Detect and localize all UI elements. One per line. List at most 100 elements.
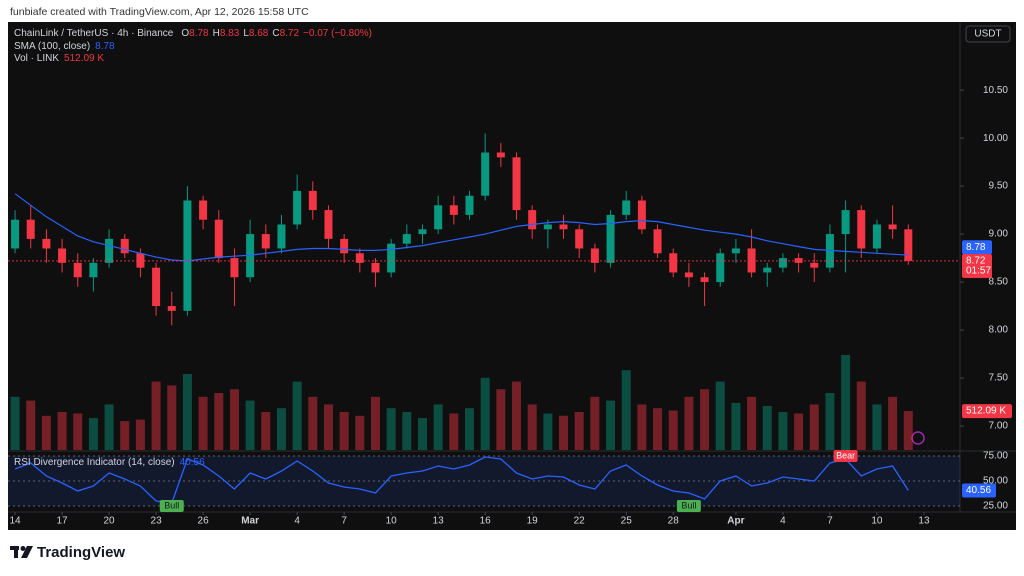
candle-body: [841, 210, 850, 235]
time-tick-label: 23: [151, 516, 163, 527]
volume-bar: [323, 404, 333, 450]
time-tick-label: 7: [341, 516, 347, 527]
volume-bar: [903, 411, 913, 450]
volume-bar: [856, 381, 866, 450]
volume-bar: [559, 415, 569, 450]
time-tick-label: 20: [104, 516, 116, 527]
volume-bar: [73, 413, 83, 450]
volume-bar: [543, 413, 553, 450]
volume-bar: [433, 404, 443, 450]
candle-body: [888, 224, 897, 230]
volume-bar: [292, 381, 302, 450]
volume-bar: [167, 385, 177, 450]
volume-bar: [198, 396, 208, 450]
volume-bar: [731, 402, 741, 450]
volume-bar: [370, 396, 380, 450]
last-price-tag: [962, 253, 992, 278]
sma-tag-label: 8.78: [966, 242, 986, 253]
candle-body: [731, 248, 740, 254]
candle-body: [637, 200, 646, 230]
price-tick-label: 8.50: [989, 277, 1009, 288]
volume-name: Vol · LINK: [14, 53, 59, 64]
candle-body: [308, 190, 317, 211]
volume-bar: [10, 396, 20, 450]
volume-legend: Vol · LINK 512.09 K: [14, 53, 104, 64]
candle-body: [214, 219, 223, 259]
volume-bar: [684, 396, 694, 450]
signal-label: Bull: [681, 500, 696, 510]
candle-body: [42, 238, 51, 249]
rsi-tick-label: 25.00: [983, 501, 1008, 512]
candle-body: [857, 210, 866, 249]
sma-value: 8.78: [95, 41, 115, 52]
time-tick-label: 10: [871, 516, 883, 527]
candle-body: [763, 267, 772, 273]
candle-body: [904, 229, 913, 261]
volume-bar: [449, 413, 459, 450]
volume-bar: [496, 389, 506, 450]
price-tick-label: 9.00: [989, 229, 1009, 240]
time-tick-label: 25: [621, 516, 633, 527]
volume-bar: [245, 400, 255, 450]
ohlc-value: 8.83: [220, 28, 240, 39]
candle-body: [559, 224, 568, 230]
volume-bar: [214, 393, 224, 450]
sma-line: [14, 193, 909, 262]
candle-body: [277, 224, 286, 249]
rsi-legend: RSI Divergence Indicator (14, close) 40.5…: [14, 457, 205, 468]
candle-body: [355, 253, 364, 263]
candle-body: [402, 234, 411, 244]
rsi-tag: [962, 483, 996, 498]
volume-bar: [480, 377, 490, 450]
countdown: 01:57: [966, 266, 991, 277]
volume-bar: [668, 410, 678, 450]
credit: funbiafe created with TradingView.com, A…: [10, 6, 309, 18]
volume-bar: [888, 396, 898, 450]
volume-tag: [962, 404, 1012, 419]
volume-bar: [402, 412, 412, 450]
volume-bar: [809, 404, 819, 450]
candle-body: [653, 229, 662, 254]
candle-body: [747, 248, 756, 273]
volume-bar: [120, 421, 130, 450]
time-tick-label: 4: [294, 516, 300, 527]
candle-body: [434, 205, 443, 230]
candle-body: [794, 258, 803, 263]
ohlc-key: L: [243, 28, 249, 39]
volume-bar: [151, 381, 161, 450]
volume-bar: [182, 374, 192, 450]
alert-icon[interactable]: [911, 431, 925, 445]
candle-body: [810, 262, 819, 268]
volume-value: 512.09 K: [64, 53, 104, 64]
price-tick-label: 7.00: [989, 421, 1009, 432]
candle-body: [590, 248, 599, 263]
change: −0.07 (−0.80%): [303, 28, 372, 39]
symbol: ChainLink / TetherUS · 4h · Binance: [14, 28, 174, 39]
volume-bar: [41, 415, 51, 450]
ohlc-key: O: [181, 28, 189, 39]
volume-bar: [606, 400, 616, 450]
candle-body: [543, 224, 552, 230]
volume-bar: [417, 418, 427, 450]
volume-bar: [872, 404, 882, 450]
ohlc-value: 8.68: [249, 28, 269, 39]
candle-body: [465, 195, 474, 215]
candle-body: [340, 238, 349, 254]
volume-bar: [339, 412, 349, 450]
rsi-tick-label: 75.00: [983, 451, 1008, 462]
sma-name: SMA (100, close): [14, 41, 90, 52]
volume-bar: [841, 355, 851, 450]
candle-body: [73, 262, 82, 278]
candle-body: [371, 262, 380, 273]
volume-bar: [88, 418, 98, 450]
ohlc-value: 8.72: [280, 28, 300, 39]
volume-bar: [465, 408, 475, 450]
candle-body: [89, 262, 98, 278]
sma-tag: [962, 240, 992, 255]
candle-body: [575, 229, 584, 249]
signal-label: Bull: [164, 500, 179, 510]
legend-title: ChainLink / TetherUS · 4h · Binance O8.78…: [14, 28, 372, 39]
candle-body: [324, 210, 333, 239]
currency-box[interactable]: [965, 25, 1011, 43]
